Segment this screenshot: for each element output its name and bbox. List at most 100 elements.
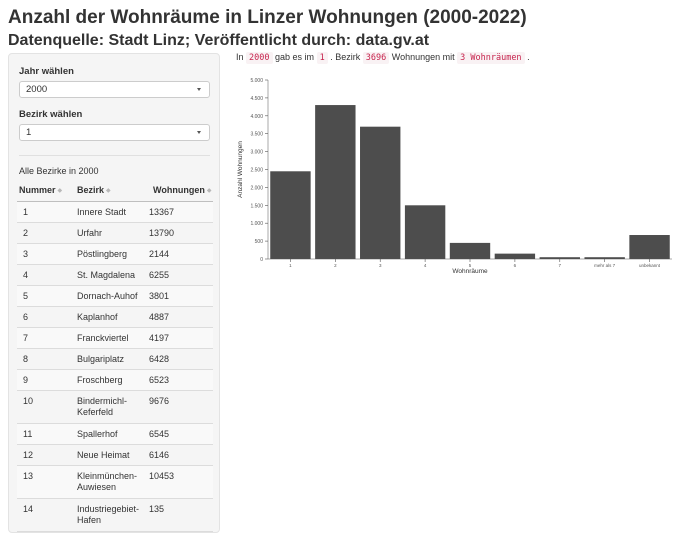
column-header-nummer[interactable]: Nummer ◆	[19, 185, 62, 195]
y-tick-label: 5.000	[250, 78, 263, 84]
cell-nummer: 10	[23, 396, 34, 406]
cell-wohnungen: 13367	[149, 207, 175, 217]
chevron-down-icon	[197, 88, 201, 91]
y-tick-label: 3.000	[250, 150, 263, 156]
cell-nummer: 7	[23, 333, 29, 343]
table-row: 12 Neue Heimat 6146	[17, 445, 213, 466]
y-axis-title: Anzahl Wohnungen	[237, 141, 244, 198]
y-tick-label: 1.500	[250, 203, 263, 209]
y-tick-label: 2.500	[250, 168, 263, 174]
district-table: Nummer ◆ Bezirk ◆ Wohnungen ◆ 1 Innere Stadt…	[17, 180, 213, 532]
year-select[interactable]: 2000	[19, 81, 210, 98]
district-select[interactable]: 1	[19, 124, 210, 141]
sort-icon: ◆	[57, 188, 63, 194]
sort-icon: ◆	[106, 188, 111, 194]
cell-wohnungen: 13790	[149, 228, 175, 238]
cell-nummer: 4	[23, 270, 29, 280]
y-tick-label: 0	[260, 257, 263, 263]
bar	[584, 257, 625, 259]
district-select-label: Bezirk wählen	[19, 109, 83, 120]
x-tick-label: 6	[514, 263, 517, 268]
table-row: 11 Spallerhof 6545	[17, 424, 213, 445]
cell-bezirk: Franckviertel	[77, 333, 129, 343]
cell-wohnungen: 10453	[149, 471, 175, 481]
table-row: 5 Dornach-Auhof 3801	[17, 286, 213, 307]
y-tick-label: 2.000	[250, 185, 263, 191]
x-tick-label: unbekannt	[639, 263, 661, 268]
cell-wohnungen: 135	[149, 504, 165, 514]
cell-nummer: 6	[23, 312, 29, 322]
bar	[449, 242, 491, 259]
cell-bezirk: Bindermichl-Keferfeld	[77, 396, 128, 417]
cell-nummer: 14	[23, 504, 34, 514]
bar	[270, 171, 311, 259]
cell-bezirk: Urfahr	[77, 228, 103, 238]
cell-bezirk: Kaplanhof	[77, 312, 118, 322]
table-row: 2 Urfahr 13790	[17, 223, 213, 244]
cell-bezirk: St. Magdalena	[77, 270, 136, 280]
table-header: Nummer ◆ Bezirk ◆ Wohnungen ◆	[17, 180, 213, 202]
x-axis-title: Wohnräume	[452, 268, 488, 275]
y-tick-label: 1.000	[250, 221, 263, 227]
page-title: Anzahl der Wohnräume in Linzer Wohnungen…	[8, 7, 527, 28]
x-tick-label: mehr als 7	[594, 263, 616, 268]
sort-icon: ◆	[206, 188, 212, 194]
cell-nummer: 12	[23, 450, 34, 460]
cell-bezirk: Neue Heimat	[77, 450, 130, 460]
sentence-text: . Bezirk	[330, 52, 361, 62]
sentence-text: Wohnungen mit	[391, 52, 455, 62]
table-row: 14 Industriegebiet-Hafen 135	[17, 499, 213, 532]
sidebar-divider	[19, 155, 210, 156]
cell-bezirk: Bulgariplatz	[77, 354, 125, 364]
result-sentence: In 2000 gab es im 1 . Bezirk 3696 Wohnun…	[236, 52, 530, 64]
cell-wohnungen: 6428	[149, 354, 170, 364]
cell-bezirk: Kleinmünchen-Auwiesen	[77, 471, 138, 492]
column-header-bezirk[interactable]: Bezirk ◆	[77, 185, 111, 195]
cell-wohnungen: 2144	[149, 249, 170, 259]
column-header-wohnungen[interactable]: Wohnungen ◆	[153, 185, 211, 195]
column-header-label: Nummer	[19, 185, 56, 195]
year-select-value: 2000	[26, 84, 48, 95]
table-row: 10 Bindermichl-Keferfeld 9676	[17, 391, 213, 424]
x-tick-label: 5	[469, 263, 472, 268]
district-select-value: 1	[26, 127, 32, 138]
cell-bezirk: Spallerhof	[77, 429, 118, 439]
cell-wohnungen: 6255	[149, 270, 170, 280]
cell-nummer: 9	[23, 375, 29, 385]
cell-bezirk: Industriegebiet-Hafen	[77, 504, 140, 525]
cell-wohnungen: 6545	[149, 429, 170, 439]
table-body: 1 Innere Stadt 13367 2 Urfahr 13790 3 Pöstlingb…	[17, 202, 213, 532]
x-tick-label: 1	[289, 263, 292, 268]
table-row: 6 Kaplanhof 4887	[17, 307, 213, 328]
sentence-text: .	[527, 52, 530, 62]
cell-bezirk: Pöstlingberg	[77, 249, 128, 259]
year-select-label: Jahr wählen	[19, 66, 74, 77]
x-tick-label: 2	[334, 263, 337, 268]
y-tick-label: 4.500	[250, 96, 263, 102]
cell-wohnungen: 9676	[149, 396, 170, 406]
column-header-label: Wohnungen	[153, 185, 205, 195]
cell-nummer: 8	[23, 354, 29, 364]
sentence-rooms-value: 3 Wohnräumen	[457, 52, 525, 64]
cell-wohnungen: 4887	[149, 312, 170, 322]
rooms-bar-chart: 0 500 1.000 1.500 2.000 2.500 3.000 3.500 4.000 4…	[237, 78, 672, 275]
table-row: 7 Franckviertel 4197	[17, 328, 213, 349]
sidebar-panel: Jahr wählen 2000 Bezirk wählen 1 Alle Be…	[8, 53, 220, 533]
bar	[404, 205, 446, 259]
cell-nummer: 2	[23, 228, 29, 238]
sentence-count-value: 3696	[362, 52, 390, 64]
cell-nummer: 3	[23, 249, 29, 259]
x-tick-label: 7	[559, 263, 562, 268]
bar	[494, 253, 536, 259]
table-row: 3 Pöstlingberg 2144	[17, 244, 213, 265]
y-tick-label: 4.000	[250, 114, 263, 120]
cell-nummer: 11	[23, 429, 33, 439]
x-tick-label: 3	[379, 263, 382, 268]
bar	[629, 235, 670, 259]
cell-nummer: 13	[23, 471, 34, 481]
table-row: 9 Froschberg 6523	[17, 370, 213, 391]
cell-wohnungen: 6146	[149, 450, 170, 460]
column-header-label: Bezirk	[77, 185, 105, 195]
bar	[539, 257, 580, 259]
cell-bezirk: Innere Stadt	[77, 207, 127, 217]
